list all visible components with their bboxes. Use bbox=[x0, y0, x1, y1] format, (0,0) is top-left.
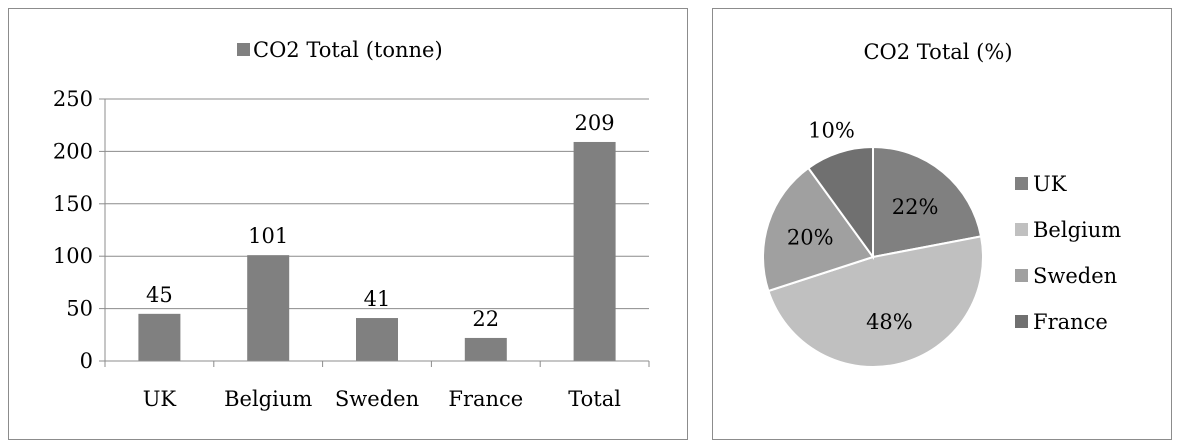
pie-data-label: 20% bbox=[787, 226, 834, 250]
x-tick-label: Belgium bbox=[224, 387, 312, 411]
y-tick-label: 0 bbox=[80, 349, 93, 373]
legend-label: CO2 Total (tonne) bbox=[253, 38, 443, 62]
bar-data-label: 209 bbox=[575, 111, 615, 135]
pie-slice-uk bbox=[872, 145, 983, 259]
bar-data-label: 41 bbox=[364, 287, 391, 311]
pie-slice-sweden bbox=[762, 166, 875, 293]
bar-sweden bbox=[356, 318, 398, 361]
x-tick-label: UK bbox=[143, 387, 177, 411]
pie-chart: CO2 Total (%) 22% 48% 20% 10% UK Belgium Sweden… bbox=[762, 40, 1121, 368]
x-tick-label: France bbox=[448, 387, 523, 411]
y-tick-label: 100 bbox=[53, 244, 93, 268]
legend-label: UK bbox=[1033, 172, 1067, 196]
legend-label: Sweden bbox=[1033, 264, 1117, 288]
bar-data-label: 45 bbox=[146, 283, 173, 307]
pie-title: CO2 Total (%) bbox=[863, 40, 1012, 64]
x-tick-label: Total bbox=[568, 387, 621, 411]
y-tick-label: 150 bbox=[53, 192, 93, 216]
pie-slice-belgium bbox=[767, 235, 984, 368]
pie-data-label: 22% bbox=[892, 195, 939, 219]
bar-chart: CO2 Total (tonne) 0 50 100 150 200 250 45 UK 101 B… bbox=[53, 38, 650, 411]
legend-label: France bbox=[1033, 310, 1108, 334]
legend-swatch bbox=[1015, 177, 1028, 190]
y-tick-label: 200 bbox=[53, 139, 93, 163]
pie-data-label: 10% bbox=[808, 118, 855, 142]
bar-data-label: 22 bbox=[472, 307, 499, 331]
y-tick-label: 250 bbox=[53, 87, 93, 111]
bar-data-label: 101 bbox=[248, 224, 288, 248]
pie-chart-panel: CO2 Total (%) 22% 48% 20% 10% UK Belgium Sweden… bbox=[712, 8, 1172, 440]
legend-swatch bbox=[1015, 269, 1028, 282]
bar-belgium bbox=[247, 255, 290, 361]
bar-uk bbox=[138, 313, 181, 361]
pie-slice-france bbox=[806, 145, 874, 261]
legend-swatch bbox=[1015, 223, 1028, 236]
y-tick-label: 50 bbox=[66, 297, 93, 321]
bar-total bbox=[573, 141, 616, 361]
legend-swatch bbox=[237, 43, 250, 56]
bar-chart-panel: CO2 Total (tonne) 0 50 100 150 200 250 45 UK 101 B… bbox=[8, 8, 688, 440]
bar-france bbox=[464, 337, 507, 361]
legend-swatch bbox=[1015, 315, 1028, 328]
legend-label: Belgium bbox=[1033, 218, 1121, 242]
x-tick-label: Sweden bbox=[335, 387, 419, 411]
pie-data-label: 48% bbox=[866, 310, 913, 334]
